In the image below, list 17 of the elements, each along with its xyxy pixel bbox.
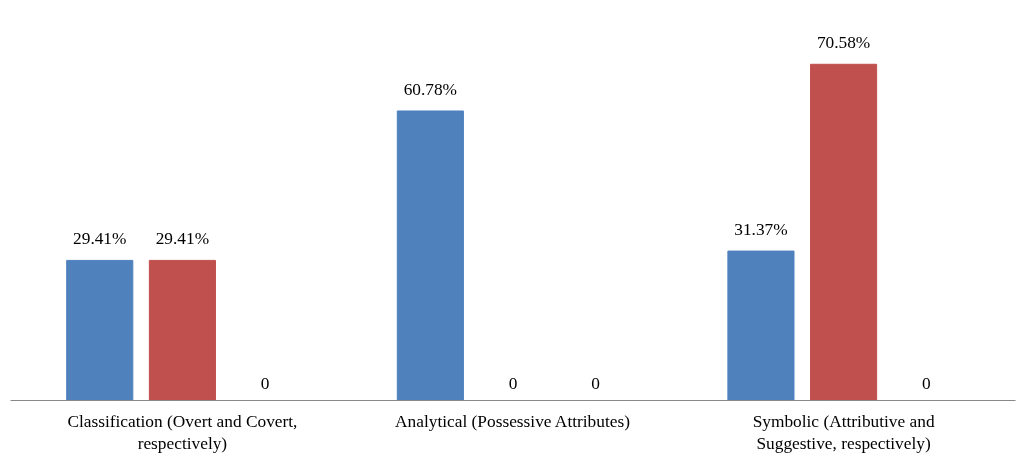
bar (66, 259, 134, 401)
data-label: 0 (591, 373, 600, 393)
data-label: 0 (260, 373, 270, 393)
data-label: 70.58% (816, 33, 871, 53)
x-tick-label: Analytical (Possessive Attributes) (395, 411, 631, 431)
data-label: 29.41% (155, 229, 210, 249)
bar (727, 250, 795, 401)
bar (810, 63, 878, 401)
bar (148, 259, 216, 401)
x-tick-label: Symbolic (Attributive and Suggestive, respectively) (752, 411, 935, 454)
data-label: 60.78% (403, 79, 458, 99)
x-tick-label: Classification (Overt and Covert, respectively) (67, 411, 298, 454)
data-label: 0 (508, 373, 518, 393)
bar (396, 110, 464, 401)
data-label: 29.41% (73, 229, 127, 249)
data-label: 31.37% (734, 220, 788, 240)
data-label: 0 (921, 373, 931, 393)
